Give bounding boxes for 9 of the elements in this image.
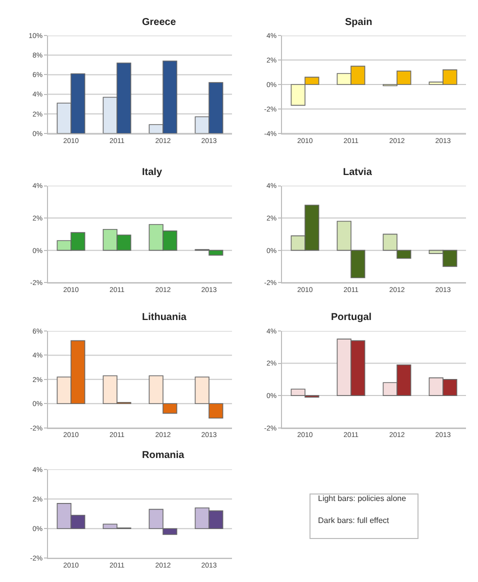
text: Dark bars: full effect <box>318 516 390 525</box>
chart-title: Latvia <box>343 167 372 178</box>
chart-title: Romania <box>142 450 185 461</box>
text: Light bars: policies alone <box>318 494 407 503</box>
chart-title: Greece <box>142 17 176 28</box>
chart-title: Lithuania <box>142 312 187 323</box>
chart-title: Italy <box>142 167 162 178</box>
chart-title: Portugal <box>331 312 372 323</box>
chart-title: Spain <box>345 17 372 28</box>
